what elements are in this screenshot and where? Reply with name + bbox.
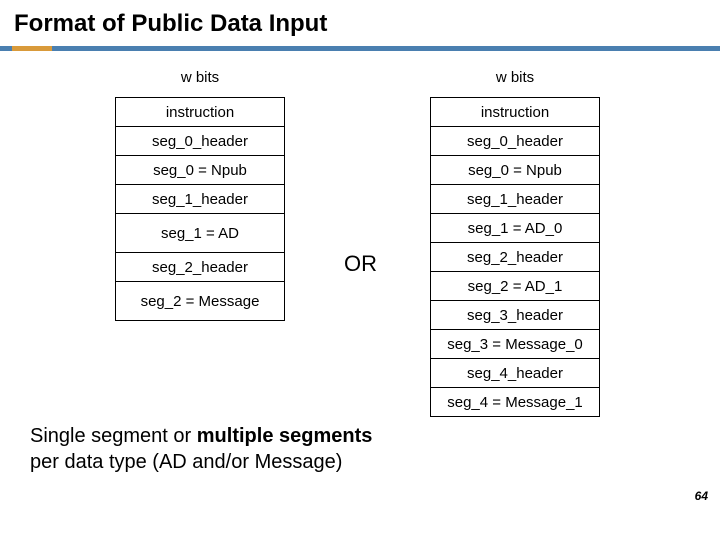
right-cell-6: seg_2 = AD_1 xyxy=(430,271,600,301)
right-cell-0: instruction xyxy=(430,97,600,127)
left-cell-2: seg_0 = Npub xyxy=(115,155,285,185)
left-cell-3: seg_1_header xyxy=(115,184,285,214)
left-cell-1: seg_0_header xyxy=(115,126,285,156)
right-cell-9: seg_4_header xyxy=(430,358,600,388)
footer-text: Single segment or multiple segments per … xyxy=(30,423,372,475)
diagram-area: w bits instructionseg_0_headerseg_0 = Np… xyxy=(0,51,720,511)
left-width-label: w bits xyxy=(115,69,285,86)
or-label: OR xyxy=(344,251,377,277)
right-cell-7: seg_3_header xyxy=(430,300,600,330)
left-cell-4: seg_1 = AD xyxy=(115,213,285,253)
left-cell-0: instruction xyxy=(115,97,285,127)
right-cell-2: seg_0 = Npub xyxy=(430,155,600,185)
right-width-label: w bits xyxy=(430,69,600,86)
right-cell-4: seg_1 = AD_0 xyxy=(430,213,600,243)
footer-pre: Single segment or xyxy=(30,425,197,447)
left-cell-5: seg_2_header xyxy=(115,252,285,282)
footer-line2: per data type (AD and/or Message) xyxy=(30,451,342,473)
right-cell-5: seg_2_header xyxy=(430,242,600,272)
slide-title: Format of Public Data Input xyxy=(0,0,720,46)
right-cell-1: seg_0_header xyxy=(430,126,600,156)
right-cell-10: seg_4 = Message_1 xyxy=(430,387,600,417)
right-column: w bits instructionseg_0_headerseg_0 = Np… xyxy=(430,69,600,417)
footer-bold: multiple segments xyxy=(197,425,373,447)
left-cell-6: seg_2 = Message xyxy=(115,281,285,321)
page-number: 64 xyxy=(695,489,708,503)
left-column: w bits instructionseg_0_headerseg_0 = Np… xyxy=(115,69,285,321)
right-cell-8: seg_3 = Message_0 xyxy=(430,329,600,359)
right-cell-3: seg_1_header xyxy=(430,184,600,214)
